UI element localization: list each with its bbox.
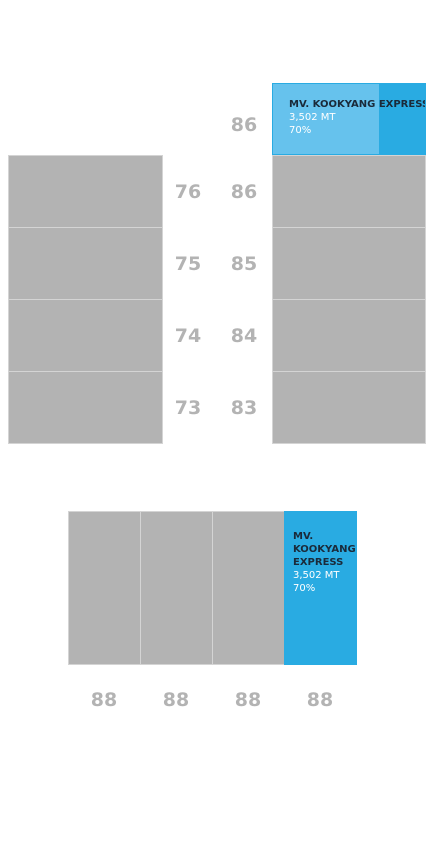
vessel-tonnage: 3,502 MT (289, 112, 336, 123)
slot-number-label: 86 (230, 114, 258, 136)
slot-88-a[interactable] (68, 511, 141, 665)
slot-number-label: 88 (162, 689, 190, 711)
occupancy-fill (273, 84, 379, 154)
slot-83[interactable] (272, 371, 426, 444)
slot-76[interactable] (8, 155, 163, 228)
slot-74[interactable] (8, 299, 163, 372)
slot-88-d-occupied[interactable]: MV. KOOKYANG EXPRESS 3,502 MT 70% (284, 511, 357, 665)
slot-86[interactable] (272, 155, 426, 228)
slot-number-label: 85 (230, 253, 258, 275)
slot-88-b[interactable] (140, 511, 213, 665)
slot-number-label: 74 (174, 325, 202, 347)
vessel-name: MV. KOOKYANG EXPRESS (293, 531, 356, 568)
vessel-info: MV. KOOKYANG EXPRESS 3,502 MT 70% (289, 98, 426, 137)
vessel-info: MV. KOOKYANG EXPRESS 3,502 MT 70% (293, 530, 356, 595)
slot-84[interactable] (272, 299, 426, 372)
slot-86-top-occupied[interactable]: MV. KOOKYANG EXPRESS 3,502 MT 70% (272, 83, 426, 155)
vessel-percent: 70% (293, 583, 316, 594)
vessel-name: MV. KOOKYANG EXPRESS (289, 99, 426, 110)
slot-number-label: 76 (174, 181, 202, 203)
slot-number-label: 84 (230, 325, 258, 347)
slot-75[interactable] (8, 227, 163, 300)
slot-number-label: 83 (230, 397, 258, 419)
vessel-percent: 70% (289, 125, 312, 136)
slot-number-label: 73 (174, 397, 202, 419)
vessel-tonnage: 3,502 MT (293, 570, 340, 581)
slot-number-label: 86 (230, 181, 258, 203)
slot-85[interactable] (272, 227, 426, 300)
slot-number-label: 88 (306, 689, 334, 711)
slot-number-label: 75 (174, 253, 202, 275)
slot-number-label: 88 (90, 689, 118, 711)
slot-88-c[interactable] (212, 511, 285, 665)
slot-73[interactable] (8, 371, 163, 444)
slot-number-label: 88 (234, 689, 262, 711)
